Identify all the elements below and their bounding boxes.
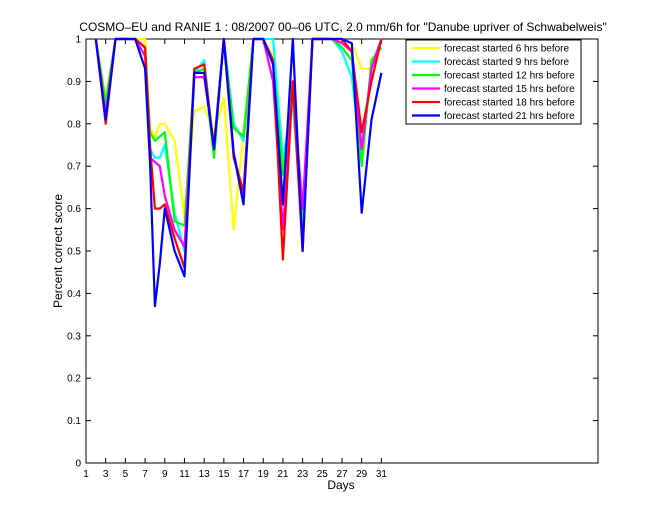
x-tick-label: 3 bbox=[103, 469, 109, 480]
y-tick-label: 0 bbox=[75, 459, 81, 470]
x-tick-label: 21 bbox=[277, 469, 289, 480]
y-tick-label: 0.8 bbox=[67, 119, 81, 130]
y-tick-label: 0.7 bbox=[67, 162, 81, 173]
legend-label-6: forecast started 21 hrs before bbox=[444, 111, 575, 122]
x-tick-label: 17 bbox=[238, 469, 250, 480]
x-tick-label: 1 bbox=[83, 469, 89, 480]
legend-label-3: forecast started 12 hrs before bbox=[444, 71, 575, 82]
legend-box bbox=[405, 39, 582, 125]
x-tick-label: 19 bbox=[258, 469, 270, 480]
legend-label-1: forecast started 6 hrs before bbox=[444, 44, 570, 55]
x-tick-label: 13 bbox=[199, 469, 211, 480]
x-tick-label: 11 bbox=[179, 469, 190, 480]
x-tick-label: 25 bbox=[317, 469, 329, 480]
y-axis: 0 0.1 0.2 0.3 0.4 0.5 0.6 0.7 0.8 0.9 1 bbox=[67, 35, 598, 470]
series-lines bbox=[94, 37, 383, 308]
x-axis-label: Days bbox=[327, 478, 354, 492]
x-tick-label: 15 bbox=[218, 469, 230, 480]
legend: forecast started 6 hrs before forecast st… bbox=[405, 39, 582, 125]
chart-title: COSMO–EU and RANIE 1 : 08/2007 00–06 UTC… bbox=[79, 20, 606, 34]
x-axis: 1 3 5 7 9 11 13 15 17 19 21 23 25 27 29 31 bbox=[83, 39, 387, 480]
y-tick-label: 0.1 bbox=[67, 416, 81, 427]
legend-label-4: forecast started 15 hrs before bbox=[444, 84, 575, 95]
x-tick-label: 5 bbox=[123, 469, 129, 480]
x-tick-label: 23 bbox=[297, 469, 309, 480]
legend-label-5: forecast started 18 hrs before bbox=[444, 98, 575, 109]
y-tick-label: 0.6 bbox=[67, 204, 81, 215]
y-tick-label: 0.3 bbox=[67, 331, 81, 342]
series-line-6 bbox=[94, 37, 383, 308]
x-tick-label: 31 bbox=[376, 469, 388, 480]
y-tick-label: 0.5 bbox=[67, 247, 81, 258]
y-tick-label: 0.9 bbox=[67, 77, 81, 88]
x-tick-label: 9 bbox=[162, 469, 168, 480]
legend-label-2: forecast started 9 hrs before bbox=[444, 57, 570, 68]
y-tick-label: 1 bbox=[75, 35, 81, 46]
x-tick-label: 29 bbox=[356, 469, 368, 480]
x-tick-label: 27 bbox=[336, 469, 348, 480]
x-tick-label: 7 bbox=[142, 469, 148, 480]
y-tick-label: 0.4 bbox=[67, 289, 81, 300]
y-axis-label: Percent correct score bbox=[51, 194, 65, 308]
y-tick-label: 0.2 bbox=[67, 374, 81, 385]
